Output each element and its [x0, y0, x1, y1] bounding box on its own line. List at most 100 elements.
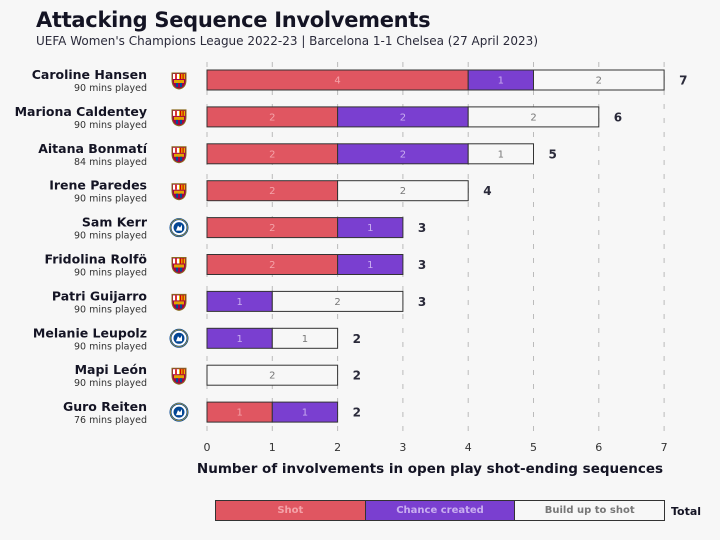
segment-value-label: 1: [498, 149, 504, 160]
total-value-label: 6: [614, 110, 622, 124]
chelsea-crest-icon: [169, 218, 189, 238]
segment-value-label: 1: [236, 297, 242, 308]
bar-segment-build-up: [271, 327, 339, 349]
minutes-played: 76 mins played: [74, 415, 147, 426]
x-axis-ticks: 0 1 2 3 4 5 6 7: [204, 441, 668, 454]
minutes-played: 90 mins played: [74, 304, 147, 315]
x-tick-label: 3: [399, 441, 406, 454]
segment-value-label: 1: [302, 334, 308, 345]
barcelona-crest-icon: [171, 146, 187, 164]
total-value-label: 4: [483, 184, 491, 198]
x-tick-label: 1: [269, 441, 276, 454]
segment-value-label: 1: [498, 76, 504, 87]
bar-segment-build-up: [467, 106, 600, 128]
legend-chance-created: Chance created: [365, 501, 516, 520]
x-tick-label: 6: [595, 441, 602, 454]
barcelona-crest-icon: [171, 293, 187, 311]
segment-value-label: 4: [334, 76, 340, 87]
bar-segment-build-up: [206, 364, 339, 386]
player-name: Guro Reiten: [63, 399, 147, 414]
minutes-played: 90 mins played: [74, 231, 147, 242]
segment-value-label: 2: [269, 223, 275, 234]
chelsea-crest-icon: [169, 328, 189, 348]
total-value-label: 3: [418, 258, 426, 272]
barcelona-crest-icon: [171, 257, 187, 275]
x-tick-label: 2: [334, 441, 341, 454]
barcelona-crest-icon: [171, 109, 187, 127]
total-value-label: 2: [353, 406, 361, 420]
total-value-label: 2: [353, 369, 361, 383]
minutes-played: 90 mins played: [74, 341, 147, 352]
bar-segment-build-up: [467, 143, 535, 165]
segment-value-label: 2: [400, 186, 406, 197]
legend-build-up: Build up to shot: [515, 501, 665, 520]
segment-value-label: 1: [367, 260, 373, 271]
x-tick-label: 0: [204, 441, 211, 454]
minutes-played: 90 mins played: [74, 83, 147, 94]
bar-segment-build-up: [337, 180, 469, 202]
bar-segment-chance-created: [337, 217, 404, 239]
x-tick-label: 7: [661, 441, 668, 454]
segment-value-label: 2: [334, 297, 340, 308]
segment-value-label: 2: [400, 149, 406, 160]
bar-segment-build-up: [533, 69, 665, 91]
total-value-label: 3: [418, 221, 426, 235]
player-name: Mapi León: [75, 362, 147, 377]
chart-subtitle: UEFA Women's Champions League 2022-23 | …: [36, 34, 539, 48]
legend-total: Total: [671, 505, 702, 518]
total-value-label: 3: [418, 295, 426, 309]
player-name: Irene Paredes: [49, 178, 147, 193]
player-name: Patri Guijarro: [52, 288, 148, 303]
minutes-played: 90 mins played: [74, 120, 147, 131]
barcelona-crest-icon: [171, 183, 187, 201]
minutes-played: 90 mins played: [74, 194, 147, 205]
player-name: Fridolina Rolfö: [44, 252, 147, 267]
player-name: Mariona Caldentey: [15, 104, 147, 119]
segment-value-label: 2: [269, 371, 275, 382]
segment-value-label: 2: [269, 149, 275, 160]
x-axis-label: Number of involvements in open play shot…: [196, 461, 664, 477]
player-name: Sam Kerr: [82, 215, 148, 230]
player-name: Melanie Leupolz: [33, 325, 147, 340]
x-tick-label: 4: [465, 441, 472, 454]
minutes-played: 90 mins played: [74, 378, 147, 389]
legend-shot: Shot: [216, 501, 366, 520]
minutes-played: 90 mins played: [74, 268, 147, 279]
player-name: Caroline Hansen: [32, 67, 147, 82]
barcelona-crest-icon: [171, 367, 187, 385]
segment-value-label: 2: [269, 186, 275, 197]
minutes-played: 84 mins played: [74, 157, 147, 168]
bar-segment-chance-created: [271, 401, 339, 423]
segment-value-label: 1: [302, 408, 308, 419]
total-value-label: 5: [549, 147, 557, 161]
segment-value-label: 1: [367, 223, 373, 234]
segment-value-label: 1: [236, 334, 242, 345]
chelsea-crest-icon: [169, 402, 189, 422]
player-name: Aitana Bonmatí: [38, 141, 148, 156]
x-tick-label: 5: [530, 441, 537, 454]
bar-segment-chance-created: [337, 254, 404, 275]
segment-value-label: 1: [236, 408, 242, 419]
segment-value-label: 2: [269, 112, 275, 123]
segment-value-label: 2: [596, 76, 602, 87]
segment-value-label: 2: [269, 260, 275, 271]
legend: Shot Chance created Build up to shot: [215, 500, 665, 521]
bar-segment-build-up: [271, 290, 404, 312]
chart-title: Attacking Sequence Involvements: [36, 8, 431, 32]
total-value-label: 7: [679, 74, 687, 88]
barcelona-crest-icon: [171, 72, 187, 90]
segment-value-label: 2: [400, 112, 406, 123]
total-value-label: 2: [353, 332, 361, 346]
